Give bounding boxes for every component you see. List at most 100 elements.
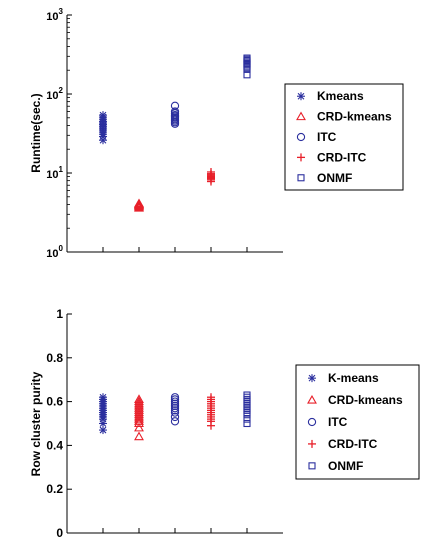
legend-label: CRD-kmeans — [317, 110, 392, 124]
y-tick-label: 100 — [46, 244, 63, 260]
data-point — [243, 395, 251, 403]
legend-marker — [297, 174, 305, 182]
series-1 — [99, 111, 107, 145]
data-point — [170, 404, 180, 413]
legend-marker — [297, 153, 305, 162]
y-tick-label: 0.6 — [46, 395, 63, 409]
data-point — [134, 398, 144, 408]
data-point — [134, 396, 144, 406]
data-point — [134, 422, 144, 432]
series-3 — [170, 101, 180, 128]
y-tick-label-base: 10 — [46, 248, 58, 260]
y-tick-label: 0 — [56, 526, 63, 540]
series-5 — [243, 54, 251, 79]
legend-marker — [307, 417, 317, 427]
data-point — [134, 394, 144, 403]
data-point — [170, 107, 180, 116]
legend-label: ITC — [328, 415, 348, 429]
data-point — [134, 411, 144, 421]
legend-label: CRD-ITC — [317, 150, 367, 164]
y-tick-label: 0.8 — [46, 351, 63, 365]
data-point — [170, 397, 180, 406]
chart-2: 0 0.2 0.4 0.6 0.8 1 Row cluster purity K-means C… — [29, 307, 420, 540]
data-point — [170, 395, 180, 404]
series-1 — [99, 393, 107, 435]
data-point — [207, 167, 215, 176]
series-4 — [207, 393, 215, 430]
data-point — [243, 415, 251, 423]
data-point — [134, 198, 144, 208]
legend-marker — [297, 92, 305, 101]
data-point — [243, 398, 251, 406]
y-tick-label: 103 — [46, 7, 63, 23]
legend-label: ONMF — [317, 171, 352, 185]
data-point — [134, 403, 144, 412]
legend-label: CRD-kmeans — [328, 393, 403, 407]
data-point — [99, 111, 107, 120]
data-point — [243, 54, 251, 62]
data-point — [170, 101, 180, 110]
series-2 — [134, 394, 144, 441]
data-point — [134, 405, 144, 414]
data-point — [243, 402, 251, 410]
y-tick-label-base: 10 — [46, 11, 58, 23]
y-tick-label-exponent: 3 — [59, 7, 64, 16]
legend-marker — [296, 111, 306, 121]
data-point — [134, 409, 144, 419]
data-point — [170, 408, 180, 417]
legend: Kmeans CRD-kmeans ITC CRD-ITC ONMF — [284, 83, 404, 191]
legend-marker — [307, 394, 317, 404]
legend-marker — [308, 462, 316, 470]
y-tick-label-exponent: 0 — [59, 244, 64, 253]
y-tick-label: 0.2 — [46, 482, 63, 496]
data-point — [207, 393, 215, 402]
legend: K-means CRD-kmeans ITC CRD-ITC ONMF — [295, 364, 420, 480]
series-4 — [207, 167, 215, 186]
y-tick-label: 102 — [46, 86, 63, 102]
data-point — [243, 406, 251, 414]
series-2 — [134, 198, 144, 212]
legend-label: ITC — [317, 130, 337, 144]
y-tick-label-exponent: 2 — [59, 86, 64, 95]
legend-label: K-means — [328, 371, 379, 385]
data-point — [243, 71, 251, 79]
data-point — [170, 417, 180, 426]
data-point — [134, 407, 144, 417]
y-tick-label-base: 10 — [46, 90, 58, 102]
data-point — [170, 399, 180, 408]
data-point — [170, 401, 180, 411]
series-5 — [243, 391, 251, 428]
data-point — [99, 393, 107, 402]
series-3 — [170, 393, 180, 426]
data-point — [134, 416, 144, 425]
y-axis-label: Runtime(sec.) — [29, 93, 43, 172]
data-point — [170, 412, 180, 422]
data-point — [134, 418, 144, 428]
y-tick-label: 101 — [46, 165, 63, 181]
data-point — [134, 400, 144, 410]
data-point — [243, 393, 251, 401]
legend-label: CRD-ITC — [328, 437, 378, 451]
data-point — [243, 400, 251, 408]
legend-marker — [296, 132, 306, 142]
data-point — [134, 431, 144, 441]
y-tick-label: 0.4 — [46, 438, 63, 452]
y-tick-label-exponent: 1 — [59, 165, 64, 174]
legend-label: Kmeans — [317, 89, 364, 103]
data-point — [170, 406, 180, 415]
legend-marker — [308, 439, 316, 448]
y-tick-label: 1 — [56, 307, 63, 321]
y-axis-label: Row cluster purity — [29, 371, 43, 476]
data-point — [134, 414, 144, 423]
legend-label: ONMF — [328, 459, 363, 473]
y-tick-label-base: 10 — [46, 169, 58, 181]
data-point — [170, 393, 180, 402]
data-point — [243, 404, 251, 412]
data-point — [243, 411, 251, 419]
legend-box — [295, 364, 420, 480]
data-point — [243, 391, 251, 399]
data-point — [243, 419, 251, 428]
data-point — [243, 408, 251, 417]
